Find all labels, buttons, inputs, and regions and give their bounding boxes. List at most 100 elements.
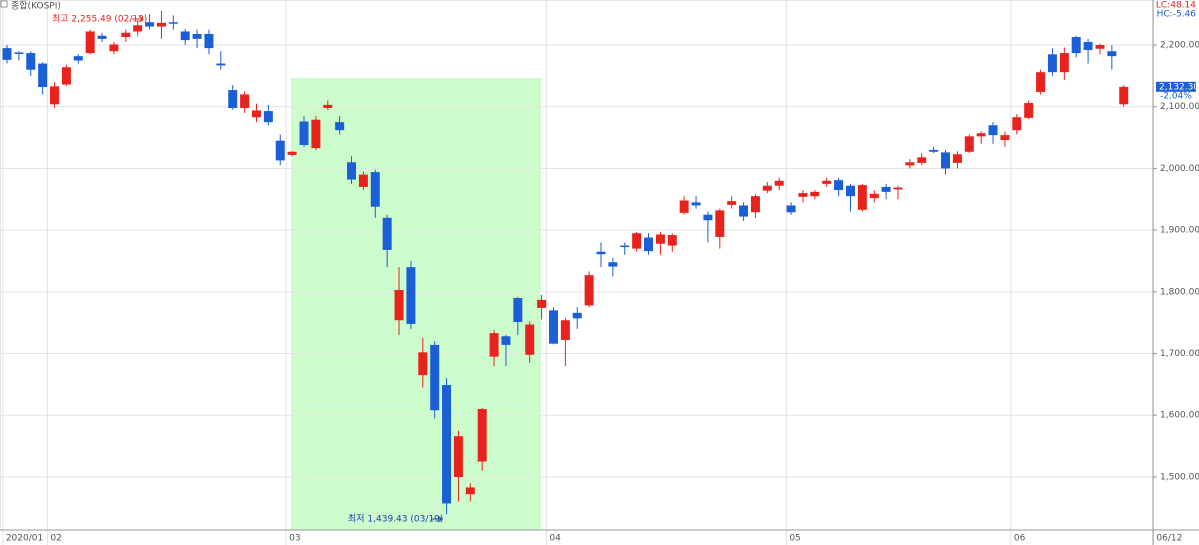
candle-body xyxy=(976,133,986,137)
x-tick-label: 05 xyxy=(789,534,800,544)
candle-body xyxy=(667,235,677,246)
candle-body xyxy=(323,104,333,108)
candle-body xyxy=(192,33,202,39)
annotation-arrow xyxy=(437,515,443,523)
x-tick-label: 04 xyxy=(549,534,561,544)
candle-body xyxy=(750,196,760,213)
candle-body xyxy=(548,310,558,344)
icon xyxy=(0,0,8,8)
candle-body xyxy=(382,217,392,250)
candle-body xyxy=(703,214,713,221)
hc-label: HC:-5.46 xyxy=(1157,10,1197,20)
candle-body xyxy=(857,185,867,210)
candle-body xyxy=(406,267,416,324)
candle-body xyxy=(335,122,345,131)
candle-body xyxy=(1119,86,1129,105)
candle-body xyxy=(988,125,998,136)
y-tick-label: 2,200.00 xyxy=(1160,41,1199,51)
candle-body xyxy=(810,191,820,197)
chart-title: 종합(KOSPI) xyxy=(11,1,61,12)
candle-body xyxy=(632,233,642,249)
candle-body xyxy=(596,251,606,255)
candle-body xyxy=(917,157,927,163)
x-tick-label: 06/12 xyxy=(1156,534,1182,544)
candle-body xyxy=(109,44,119,52)
candle-body xyxy=(834,180,844,191)
candle-body xyxy=(881,186,891,192)
candle-body xyxy=(97,35,107,39)
candle-body xyxy=(1059,53,1069,73)
candle-body xyxy=(121,32,131,38)
candle-body xyxy=(644,237,654,252)
candle-body xyxy=(133,25,143,32)
candle-body xyxy=(822,180,832,184)
candle-body xyxy=(14,52,24,54)
candle-body xyxy=(50,86,60,105)
candle-body xyxy=(204,33,214,49)
candle-body xyxy=(1036,72,1046,92)
candle-body xyxy=(61,67,71,85)
candle-body xyxy=(1000,135,1010,141)
candle-body xyxy=(952,154,962,163)
high-annotation: 최고 2,255.49 (02/13) xyxy=(52,14,147,25)
plot-area xyxy=(0,0,1154,531)
candle-body xyxy=(525,324,535,355)
candle-body xyxy=(465,487,475,495)
candle-body xyxy=(929,149,939,152)
y-tick-label: 1,900.00 xyxy=(1160,226,1199,236)
candle-body xyxy=(1012,117,1022,131)
candle-body xyxy=(727,201,737,205)
candle-body xyxy=(85,31,95,54)
x-tick-label: 06 xyxy=(1014,534,1026,544)
candle-body xyxy=(358,174,368,187)
candle-body xyxy=(845,185,855,197)
candle-body xyxy=(572,312,582,319)
candle-body xyxy=(73,56,83,61)
annotation-arrow xyxy=(138,15,144,23)
candle-body xyxy=(774,180,784,186)
candle-body xyxy=(905,162,915,166)
y-tick-label: 1,500.00 xyxy=(1160,472,1199,482)
candle-body xyxy=(38,63,48,87)
candle-body xyxy=(263,111,273,123)
candle-body xyxy=(964,136,974,152)
candle-body xyxy=(739,205,749,217)
candle-body xyxy=(786,205,796,213)
y-tick-label: 1,600.00 xyxy=(1160,411,1199,421)
candle-body xyxy=(26,53,36,70)
candle-body xyxy=(477,409,487,462)
candle-body xyxy=(679,200,689,213)
candle-body xyxy=(608,262,618,267)
candle-body xyxy=(228,90,238,108)
candle-body xyxy=(418,352,428,376)
candle-body xyxy=(762,185,772,191)
y-tick-label: 1,800.00 xyxy=(1160,287,1199,297)
candle-body xyxy=(584,275,594,306)
candle-body xyxy=(370,172,380,207)
y-tick-label: 2,000.00 xyxy=(1160,164,1199,174)
candle-body xyxy=(893,187,903,190)
candle-body xyxy=(715,210,725,237)
candle-body xyxy=(2,48,12,60)
candle-body xyxy=(240,94,250,108)
candle-body xyxy=(1107,51,1117,57)
candle-body xyxy=(560,320,570,340)
candle-body xyxy=(869,193,879,199)
y-tick-label: 1,700.00 xyxy=(1160,349,1199,359)
lc-label: LC:48.14 xyxy=(1156,1,1196,11)
candle-body xyxy=(1024,103,1034,118)
highlight-region xyxy=(291,78,541,530)
change-label: -2.04% xyxy=(1160,91,1192,101)
candle-body xyxy=(168,22,178,24)
candle-body xyxy=(620,245,630,248)
price-label: 2,132.30 xyxy=(1159,82,1199,92)
candle-body xyxy=(347,162,357,180)
candle-body xyxy=(311,119,321,149)
candle-body xyxy=(941,152,951,169)
candle-body xyxy=(798,193,808,197)
candle-body xyxy=(394,289,404,321)
candle-body xyxy=(299,121,309,145)
x-tick-label: 02 xyxy=(50,534,61,544)
candle-body xyxy=(216,63,226,66)
